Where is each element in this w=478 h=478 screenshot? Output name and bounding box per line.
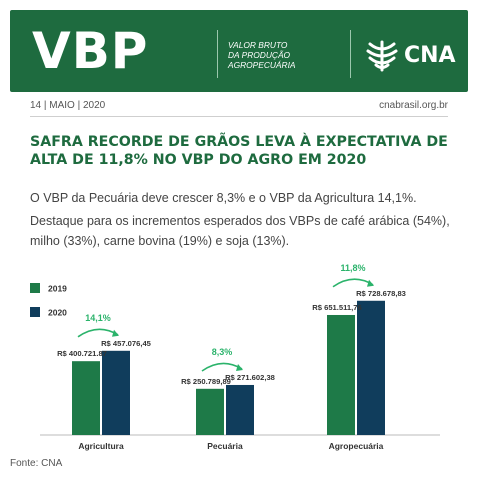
bar-agropecuária-2020 xyxy=(357,300,385,435)
growth-arrowhead-agropecuária xyxy=(367,279,374,287)
bar-pecuária-2019 xyxy=(196,388,224,435)
cna-brand-text: CNA xyxy=(404,43,456,68)
header-divider xyxy=(217,30,218,78)
data-label-agropecuária-2019: R$ 651.511,76 xyxy=(312,303,361,312)
growth-arrow-agropecuária xyxy=(332,278,374,288)
data-label-pecuária-2020: R$ 271.602,38 xyxy=(225,373,275,382)
bar-agropecuária-2019 xyxy=(327,314,355,435)
growth-arrow-agricultura xyxy=(77,328,119,338)
growth-arrowhead-pecuária xyxy=(236,363,243,371)
paragraph-2: Destaque para os incrementos esperados d… xyxy=(30,214,450,248)
header-subtitle: VALOR BRUTO DA PRODUÇÃO AGROPECUÁRIA xyxy=(228,40,296,70)
header-divider-2 xyxy=(350,30,351,78)
source-note: Fonte: CNA xyxy=(10,458,63,469)
category-label-pecuária: Pecuária xyxy=(207,441,243,451)
legend-label-2020: 2020 xyxy=(48,308,67,318)
bar-agricultura-2020 xyxy=(102,350,130,435)
website-link[interactable]: cnabrasil.org.br xyxy=(379,100,448,111)
data-label-agropecuária-2020: R$ 728.678,83 xyxy=(356,289,406,298)
cna-logo-icon xyxy=(366,40,398,72)
legend-swatch-2019 xyxy=(30,283,40,293)
growth-label-agropecuária: 11,8% xyxy=(340,263,365,273)
paragraph-1: O VBP da Pecuária deve crescer 8,3% e o … xyxy=(30,191,417,205)
category-label-agropecuária: Agropecuária xyxy=(329,441,384,451)
header-banner: VBP VALOR BRUTO DA PRODUÇÃO AGROPECUÁRIA… xyxy=(10,10,468,92)
divider-line xyxy=(30,116,448,117)
growth-arrowhead-agricultura xyxy=(112,329,119,337)
data-label-pecuária-2019: R$ 250.789,89 xyxy=(181,377,231,386)
growth-label-pecuária: 8,3% xyxy=(212,347,233,357)
legend-label-2019: 2019 xyxy=(48,284,67,294)
data-label-agricultura-2020: R$ 457.076,45 xyxy=(101,339,152,348)
growth-label-agricultura: 14,1% xyxy=(85,313,111,323)
category-label-agricultura: Agricultura xyxy=(78,441,124,451)
bar-pecuária-2020 xyxy=(226,384,254,435)
headline: SAFRA RECORDE DE GRÃOS LEVA À EXPECTATIV… xyxy=(30,134,448,168)
bar-agricultura-2019 xyxy=(72,361,100,435)
data-label-agricultura-2019: R$ 400.721.87 xyxy=(57,349,107,358)
publication-date: 14 | MAIO | 2020 xyxy=(30,100,106,111)
legend-swatch-2020 xyxy=(30,307,40,317)
growth-arrow-pecuária xyxy=(201,362,243,372)
vbp-logo-text: VBP xyxy=(32,22,149,80)
